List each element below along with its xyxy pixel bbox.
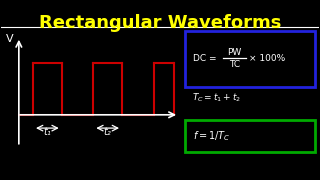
Text: TC: TC [229, 60, 240, 69]
Text: t₁: t₁ [44, 127, 51, 137]
Text: PW: PW [228, 48, 242, 57]
Text: × 100%: × 100% [249, 55, 285, 64]
Text: $f = 1/T_C$: $f = 1/T_C$ [193, 129, 231, 143]
Text: t₂: t₂ [104, 127, 112, 137]
Text: DC =: DC = [193, 55, 217, 64]
Text: V: V [5, 34, 13, 44]
Text: $T_C = t_1 + t_2$: $T_C = t_1 + t_2$ [192, 92, 241, 104]
Text: Rectangular Waveforms: Rectangular Waveforms [39, 14, 281, 32]
